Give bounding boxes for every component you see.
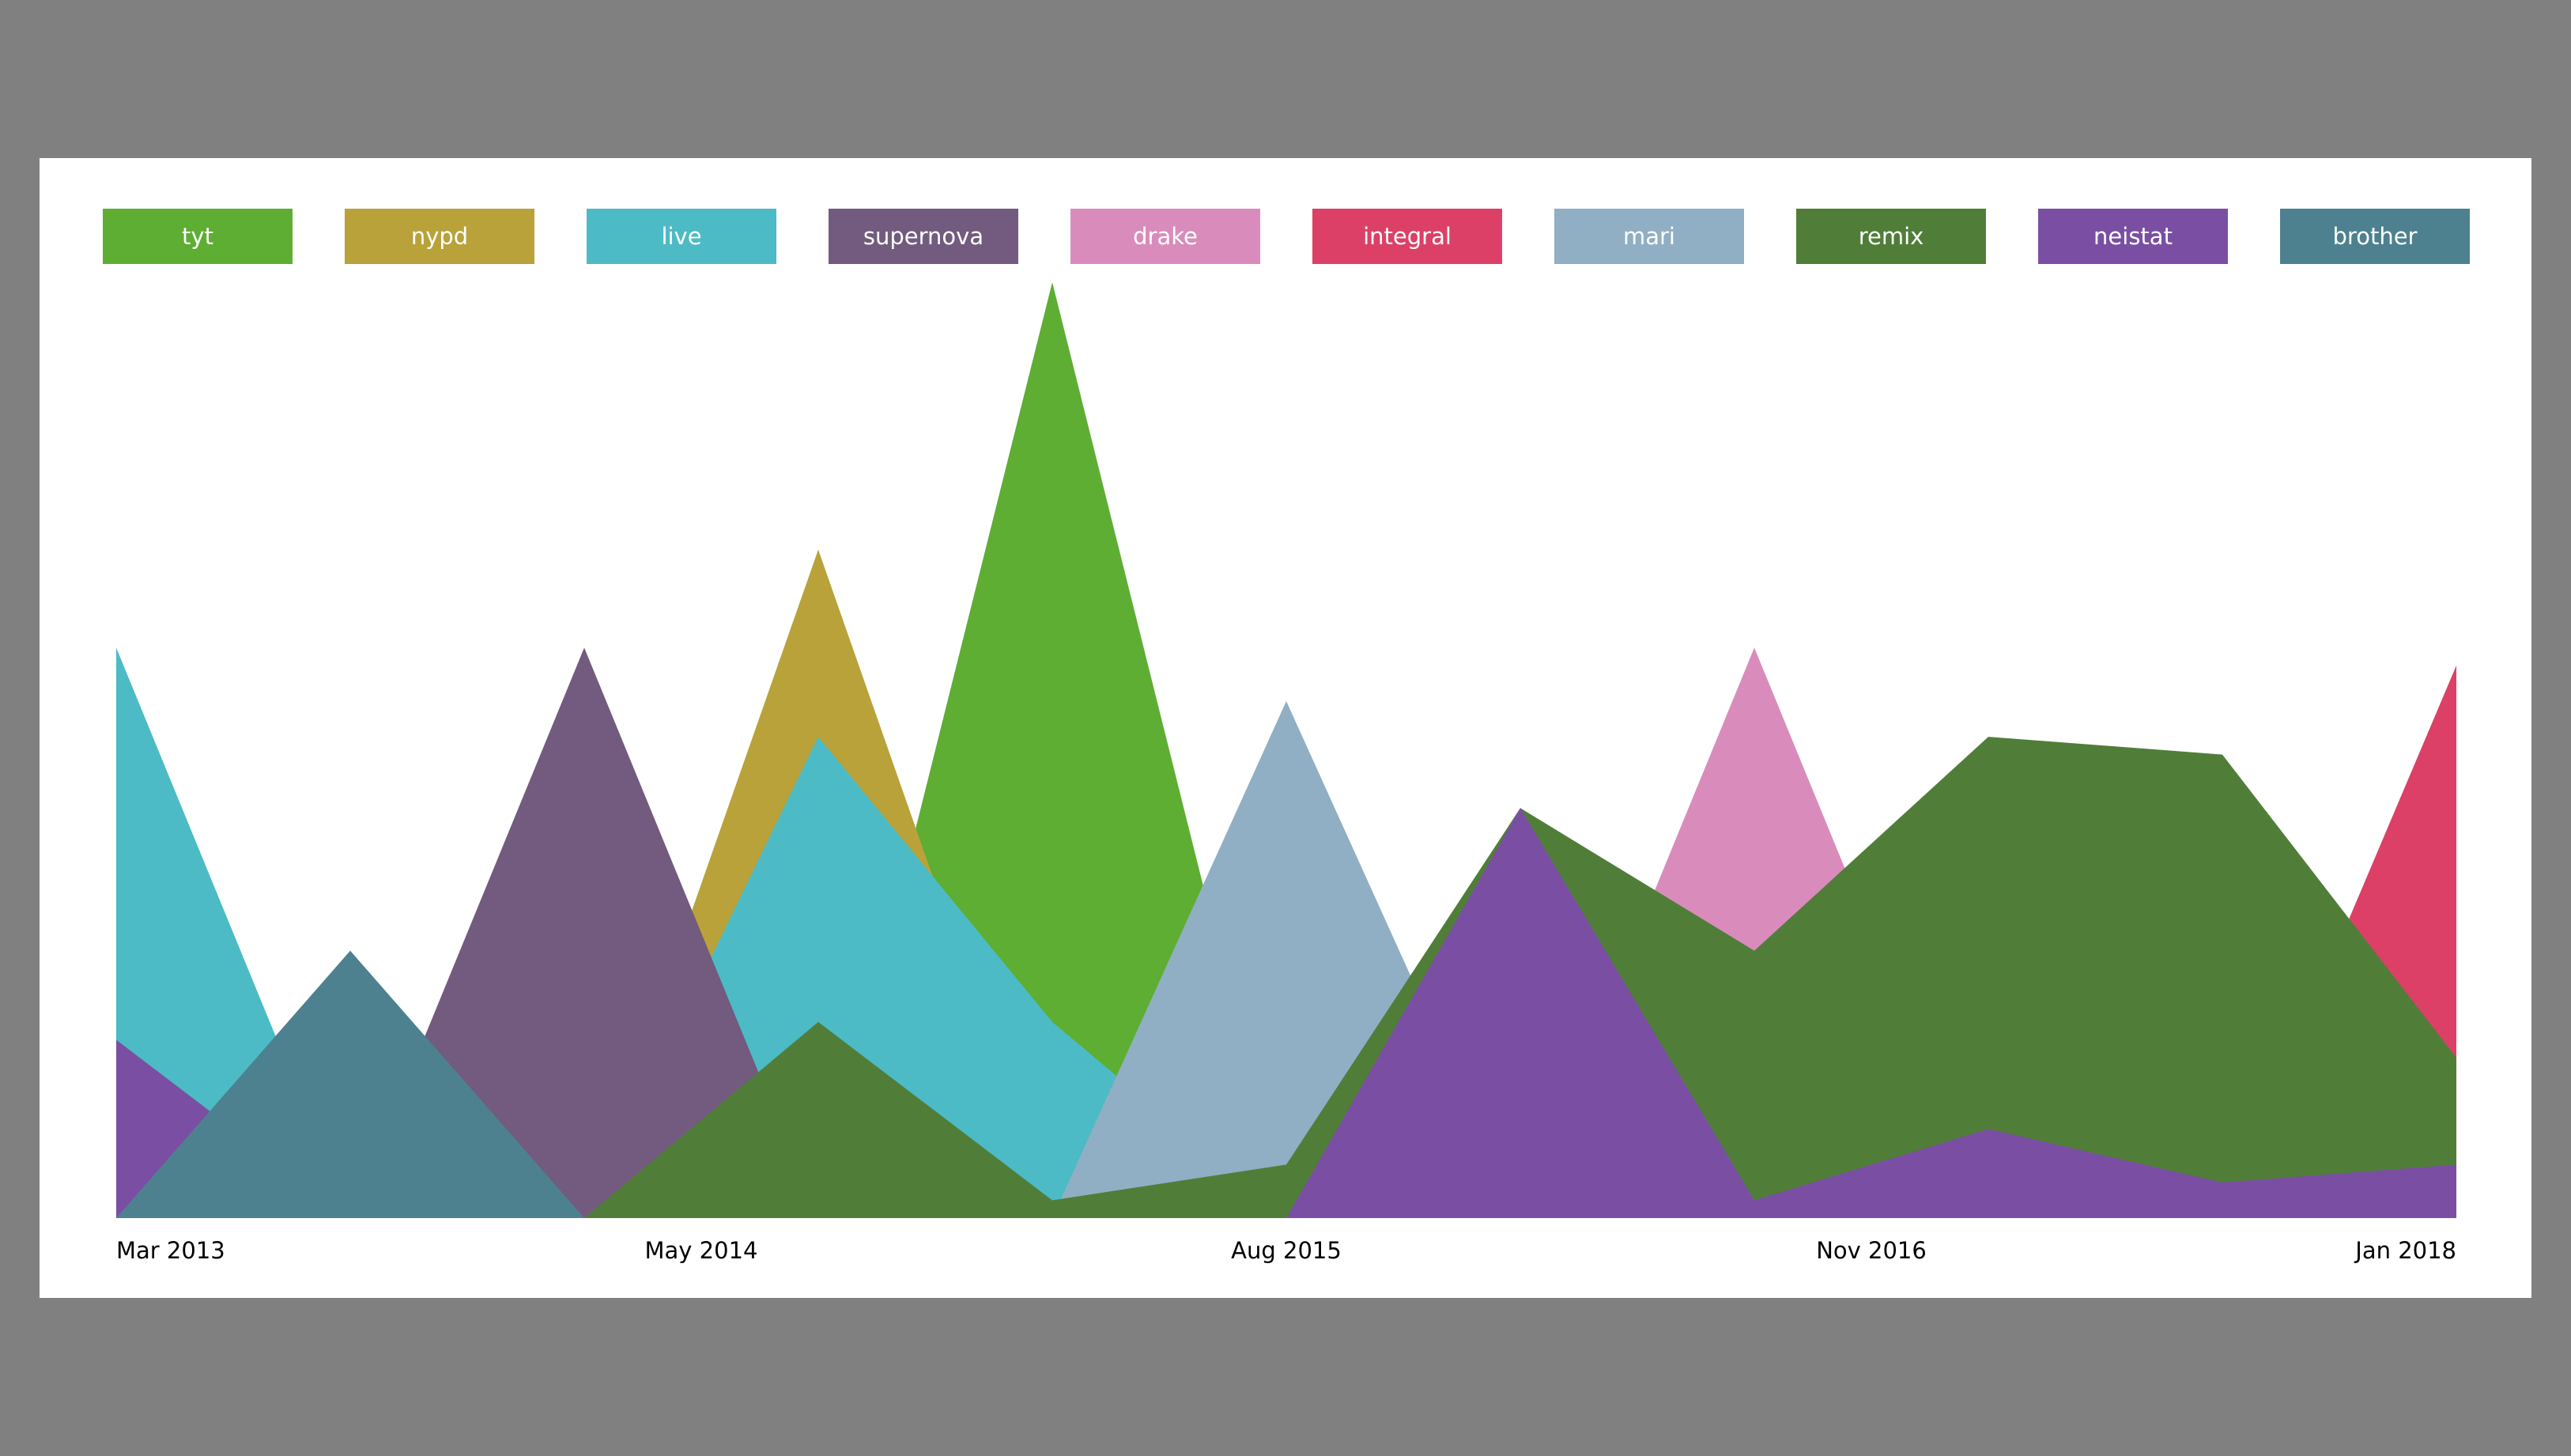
legend-item-mari[interactable]: mari [1554,209,1744,264]
legend-item-supernova[interactable]: supernova [829,209,1018,264]
x-axis: Mar 2013 May 2014 Aug 2015 Nov 2016 Jan 2018 [116,1237,2456,1264]
legend-item-neistat[interactable]: neistat [2038,209,2228,264]
series-areas [116,282,2456,1218]
area-mari[interactable] [116,700,2456,1218]
area-brother[interactable] [116,950,2456,1218]
chart-card: Mar 2013 May 2014 Aug 2015 Nov 2016 Jan 2018… [40,158,2531,1298]
legend-item-brother[interactable]: brother [2280,209,2470,264]
x-tick-label: Aug 2015 [1231,1237,1342,1264]
legend-item-nypd[interactable]: nypd [345,209,534,264]
area-supernova[interactable] [116,647,2456,1218]
area-remix[interactable] [116,737,2456,1218]
area-chart: Mar 2013 May 2014 Aug 2015 Nov 2016 Jan 2018 [116,282,2456,1264]
legend-item-remix[interactable]: remix [1796,209,1986,264]
legend-item-drake[interactable]: drake [1070,209,1260,264]
legend-item-tyt[interactable]: tyt [103,209,293,264]
legend-item-integral[interactable]: integral [1312,209,1502,264]
legend: tyt nypd live supernova drake integral mari rem… [40,158,2531,264]
x-tick-label: Jan 2018 [2354,1237,2456,1264]
x-tick-label: Nov 2016 [1816,1237,1927,1264]
x-tick-label: Mar 2013 [116,1237,225,1264]
legend-item-live[interactable]: live [587,209,776,264]
x-tick-label: May 2014 [645,1237,758,1264]
